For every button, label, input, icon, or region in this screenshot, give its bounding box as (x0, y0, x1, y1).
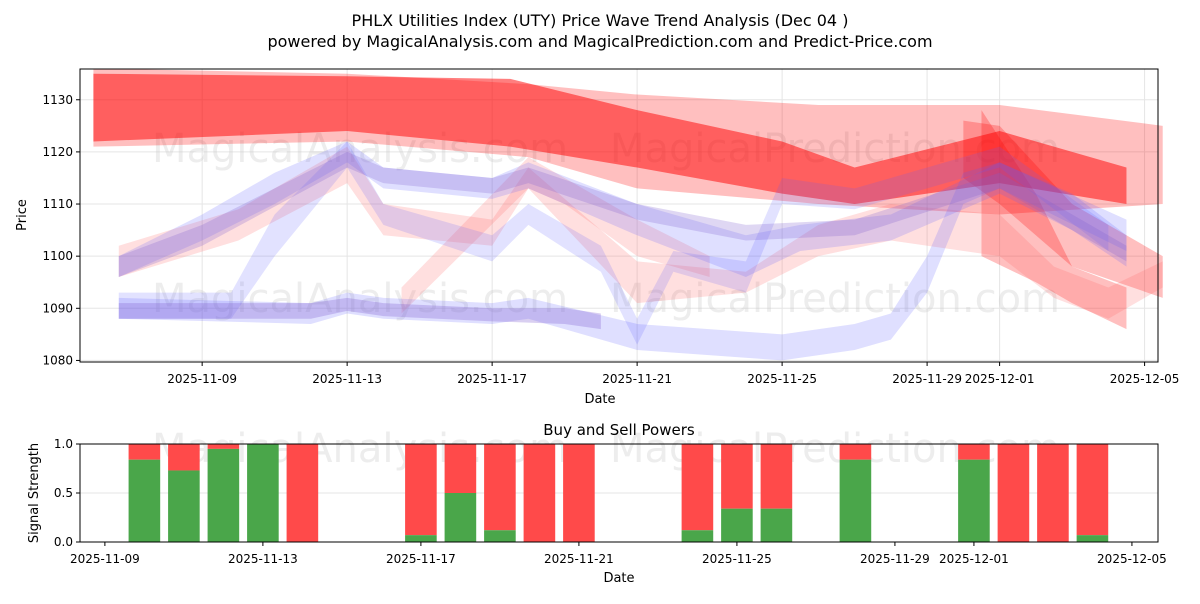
sell-bar (405, 444, 437, 536)
x-tick-label: 2025-11-17 (457, 372, 527, 386)
plot-frame (79, 443, 1159, 543)
x-tick-label: 2025-11-25 (702, 552, 772, 566)
wave-band (93, 73, 1127, 205)
watermark: MagicalPrediction.com (610, 276, 1060, 322)
x-tick-label: 2025-11-09 (167, 372, 237, 386)
y-tick-label: 1130 (42, 93, 73, 107)
buy-bar (839, 459, 872, 542)
wave-band (118, 151, 1127, 278)
sell-bar (1076, 444, 1109, 536)
sell-bar (523, 444, 556, 542)
plot-frame (79, 68, 1159, 363)
x-tick-label: 2025-11-29 (892, 372, 962, 386)
sell-bar (444, 444, 477, 493)
y-tick-label: 1120 (42, 145, 73, 159)
buy-bar (1076, 535, 1109, 542)
x-tick-label: 2025-11-21 (544, 552, 614, 566)
x-tick-label: 2025-11-09 (70, 552, 140, 566)
y-tick-label: 1100 (42, 249, 73, 263)
buy-bar (405, 535, 437, 542)
x-axis-label-top: Date (584, 392, 615, 407)
buy-bar (721, 508, 753, 542)
bottom-chart-title: Buy and Sell Powers (543, 421, 695, 439)
x-tick-label: 2025-11-17 (386, 552, 456, 566)
buy-bar (484, 530, 516, 542)
sell-bar (997, 444, 1030, 542)
y-axis-label-bottom: Signal Strength (27, 443, 42, 543)
wave-band (118, 297, 601, 330)
y-tick-label: 0.0 (54, 535, 73, 549)
sell-bar (286, 444, 319, 542)
wave-band (118, 162, 1127, 361)
sell-bar (563, 444, 595, 542)
wave-band (963, 120, 1163, 298)
x-tick-label: 2025-12-01 (965, 372, 1035, 386)
buy-bar (168, 470, 200, 542)
buy-bar (444, 493, 477, 542)
sell-bar (207, 444, 240, 449)
x-tick-label: 2025-12-01 (939, 552, 1009, 566)
sell-bar (839, 444, 872, 460)
x-tick-label: 2025-11-25 (747, 372, 817, 386)
wave-band (118, 141, 1109, 345)
x-tick-label: 2025-11-21 (602, 372, 672, 386)
y-axis-label-top: Price (15, 199, 30, 231)
chart-subtitle: powered by MagicalAnalysis.com and Magic… (267, 32, 932, 51)
sell-bar (128, 444, 161, 460)
wave-band (118, 146, 1163, 319)
x-axis-label-bottom: Date (603, 571, 634, 586)
sell-bar (681, 444, 714, 531)
y-tick-label: 1.0 (54, 437, 73, 451)
y-tick-label: 1110 (42, 197, 73, 211)
x-tick-label: 2025-11-13 (312, 372, 382, 386)
sell-bar (168, 444, 200, 471)
y-tick-label: 1080 (42, 353, 73, 367)
y-tick-label: 0.5 (54, 486, 73, 500)
sell-bar (958, 444, 990, 460)
sell-bar (721, 444, 753, 509)
price-wave-plot: 1080 1090 1100 1110 1120 1130 2025-11-09 2025-1… (42, 68, 1179, 386)
sell-bar (1037, 444, 1069, 542)
sell-bar (760, 444, 793, 509)
chart-title: PHLX Utilities Index (UTY) Price Wave Tr… (352, 11, 849, 30)
x-tick-label: 2025-12-05 (1097, 552, 1167, 566)
y-tick-label: 1090 (42, 301, 73, 315)
buy-bar (958, 459, 990, 542)
watermark: MagicalAnalysis.com (152, 276, 568, 322)
buy-bar (128, 459, 161, 542)
buy-bar (760, 508, 793, 542)
x-tick-label: 2025-11-29 (860, 552, 930, 566)
buy-bar (247, 444, 279, 542)
x-tick-label: 2025-11-13 (228, 552, 298, 566)
buy-sell-plot: MagicalAnalysis.com MagicalPrediction.com… (54, 426, 1167, 566)
buy-bar (207, 448, 240, 542)
x-tick-label: 2025-12-05 (1110, 372, 1180, 386)
wave-band (118, 141, 1127, 278)
wave-band (401, 157, 710, 314)
buy-bar (681, 530, 714, 542)
wave-band (981, 110, 1127, 330)
sell-bar (484, 444, 516, 531)
